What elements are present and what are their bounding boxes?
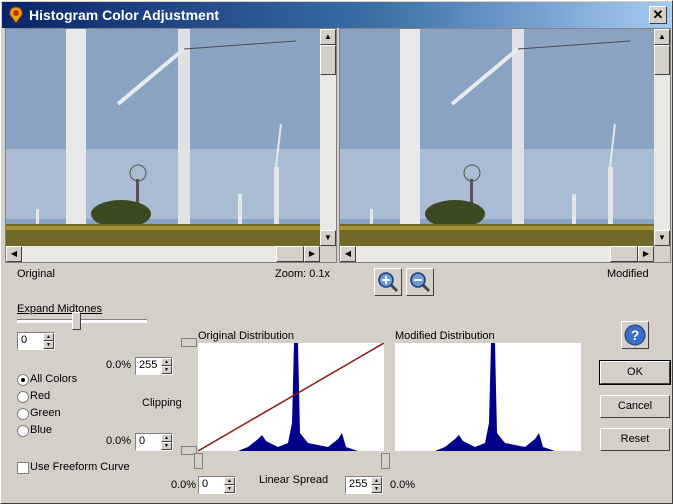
svg-text:?: ?: [631, 327, 640, 343]
midtones-slider-track[interactable]: [17, 319, 147, 323]
radio-green[interactable]: [17, 408, 29, 420]
clipping-label: Clipping: [142, 397, 182, 409]
modified-image: [340, 29, 654, 246]
horizontal-scroll-thumb[interactable]: [276, 246, 304, 262]
help-button[interactable]: ?: [621, 321, 649, 349]
modified-histogram-graph: [395, 343, 555, 451]
modified-distribution-label: Modified Distribution: [395, 330, 495, 342]
scroll-corner: [320, 246, 336, 262]
vertical-scroll-thumb[interactable]: [654, 45, 670, 75]
clip-low-handle[interactable]: [181, 446, 197, 455]
scroll-down-icon[interactable]: ▼: [654, 230, 670, 246]
reset-button[interactable]: Reset: [600, 428, 670, 451]
scroll-up-icon[interactable]: ▲: [320, 29, 336, 45]
spread-low-value: 0: [202, 478, 209, 490]
scroll-corner: [654, 246, 670, 262]
original-label: Original: [17, 268, 55, 280]
scroll-down-icon[interactable]: ▼: [320, 230, 336, 246]
clip-high-handle[interactable]: [181, 338, 197, 347]
modified-horizontal-scrollbar[interactable]: ◀ ▶: [340, 246, 654, 262]
blue-label: Blue: [30, 424, 53, 436]
clip-high-value: 255: [139, 359, 158, 371]
spread-low-spinner[interactable]: 0 ▲ ▼: [198, 476, 236, 494]
radio-all-colors[interactable]: [17, 374, 29, 386]
spin-down-icon[interactable]: ▼: [371, 485, 382, 493]
midtones-spinner[interactable]: 0 ▲ ▼: [17, 332, 55, 350]
modified-histogram: [395, 343, 581, 451]
spin-up-icon[interactable]: ▲: [161, 434, 172, 442]
zoom-out-button[interactable]: [406, 268, 434, 296]
clip-low-spinner[interactable]: 0 ▲ ▼: [135, 433, 173, 451]
freeform-curve-checkbox[interactable]: [17, 462, 29, 474]
expand-midtones-label: Expand Midtones: [17, 303, 102, 315]
spin-up-icon[interactable]: ▲: [161, 358, 172, 366]
scroll-up-icon[interactable]: ▲: [654, 29, 670, 45]
modified-image-pane[interactable]: ▲ ▼ ◀ ▶: [339, 28, 671, 263]
modified-label: Modified: [607, 268, 649, 280]
zoom-out-icon: [410, 272, 431, 293]
scroll-right-icon[interactable]: ▶: [638, 246, 654, 262]
vertical-scroll-thumb[interactable]: [320, 45, 336, 75]
spin-down-icon[interactable]: ▼: [161, 366, 172, 374]
close-button[interactable]: ✕: [649, 6, 667, 24]
spin-down-icon[interactable]: ▼: [161, 442, 172, 450]
radio-red[interactable]: [17, 391, 29, 403]
radio-blue[interactable]: [17, 425, 29, 437]
original-horizontal-scrollbar[interactable]: ◀ ▶: [6, 246, 320, 262]
zoom-label: Zoom: 0.1x: [275, 268, 331, 280]
red-label: Red: [30, 390, 51, 402]
ok-button[interactable]: OK: [599, 360, 671, 385]
spread-high-percent: 0.0%: [390, 479, 416, 491]
freeform-curve-label: Use Freeform Curve: [30, 461, 130, 473]
clip-low-value: 0: [139, 435, 146, 447]
spin-down-icon[interactable]: ▼: [43, 341, 54, 349]
title-bar[interactable]: Histogram Color Adjustment ✕: [2, 2, 671, 28]
clip-high-spinner[interactable]: 255 ▲ ▼: [135, 357, 173, 375]
modified-vertical-scrollbar[interactable]: ▲ ▼: [654, 29, 670, 246]
original-vertical-scrollbar[interactable]: ▲ ▼: [320, 29, 336, 246]
spin-up-icon[interactable]: ▲: [371, 477, 382, 485]
linear-spread-label: Linear Spread: [259, 474, 329, 486]
midtones-value: 0: [21, 334, 28, 346]
spin-down-icon[interactable]: ▼: [224, 485, 235, 493]
window-title: Histogram Color Adjustment: [29, 7, 220, 23]
spread-high-spinner[interactable]: 255 ▲ ▼: [345, 476, 383, 494]
green-label: Green: [30, 407, 61, 419]
zoom-in-button[interactable]: [374, 268, 402, 296]
spread-high-handle[interactable]: [381, 453, 390, 469]
zoom-in-icon: [378, 272, 399, 293]
scroll-right-icon[interactable]: ▶: [304, 246, 320, 262]
spin-up-icon[interactable]: ▲: [224, 477, 235, 485]
help-icon: ?: [624, 324, 646, 346]
original-histogram-graph: [197, 342, 385, 452]
spread-low-handle[interactable]: [194, 453, 203, 469]
clip-high-percent: 0.0%: [106, 359, 132, 371]
scroll-left-icon[interactable]: ◀: [340, 246, 356, 262]
clip-low-percent: 0.0%: [106, 435, 132, 447]
spin-up-icon[interactable]: ▲: [43, 333, 54, 341]
all-colors-label: All Colors: [30, 373, 78, 385]
original-distribution-label: Original Distribution: [198, 330, 294, 342]
original-image: [6, 29, 320, 246]
original-histogram[interactable]: [197, 342, 385, 452]
original-image-pane[interactable]: ▲ ▼ ◀ ▶: [5, 28, 337, 263]
midtones-slider-thumb[interactable]: [71, 312, 81, 330]
cancel-button[interactable]: Cancel: [600, 395, 670, 418]
spread-low-percent: 0.0%: [171, 479, 197, 491]
scroll-left-icon[interactable]: ◀: [6, 246, 22, 262]
horizontal-scroll-thumb[interactable]: [610, 246, 638, 262]
app-icon: [9, 6, 23, 24]
spread-high-value: 255: [349, 478, 368, 490]
